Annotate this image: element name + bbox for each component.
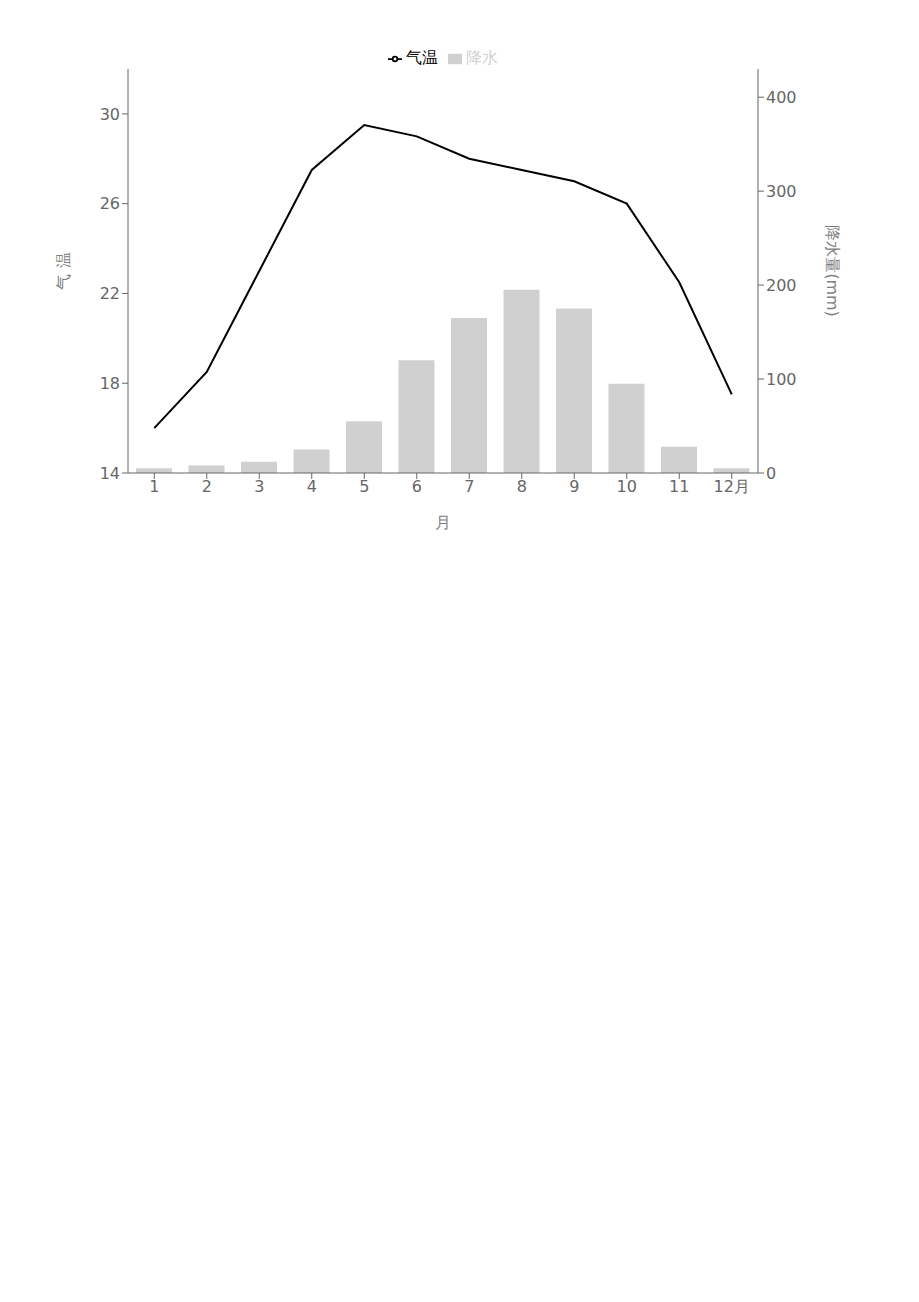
svg-text:10: 10 (617, 477, 637, 496)
svg-text:200: 200 (766, 276, 797, 295)
svg-text:18: 18 (100, 374, 120, 393)
svg-text:月: 月 (435, 513, 451, 532)
svg-text:100: 100 (766, 370, 797, 389)
svg-text:5: 5 (359, 477, 369, 496)
svg-text:3: 3 (254, 477, 264, 496)
svg-text:4: 4 (307, 477, 317, 496)
svg-text:7: 7 (464, 477, 474, 496)
svg-text:26: 26 (100, 194, 120, 213)
svg-text:气 温: 气 温 (54, 252, 73, 289)
html-text:降水: 降水 (466, 48, 498, 67)
svg-text:30: 30 (100, 105, 120, 124)
html-text:气温: 气温 (406, 48, 438, 67)
svg-text:8: 8 (517, 477, 527, 496)
svg-text:300: 300 (766, 182, 797, 201)
svg-text:9: 9 (569, 477, 579, 496)
svg-text:1: 1 (149, 477, 159, 496)
svg-text:11: 11 (669, 477, 689, 496)
svg-text:0: 0 (766, 464, 776, 483)
svg-text:降水量(mm): 降水量(mm) (823, 225, 842, 317)
svg-text:14: 14 (100, 464, 120, 483)
svg-text:400: 400 (766, 88, 797, 107)
svg-text:12月: 12月 (714, 477, 750, 496)
svg-text:6: 6 (412, 477, 422, 496)
svg-text:2: 2 (202, 477, 212, 496)
svg-text:22: 22 (100, 284, 120, 303)
